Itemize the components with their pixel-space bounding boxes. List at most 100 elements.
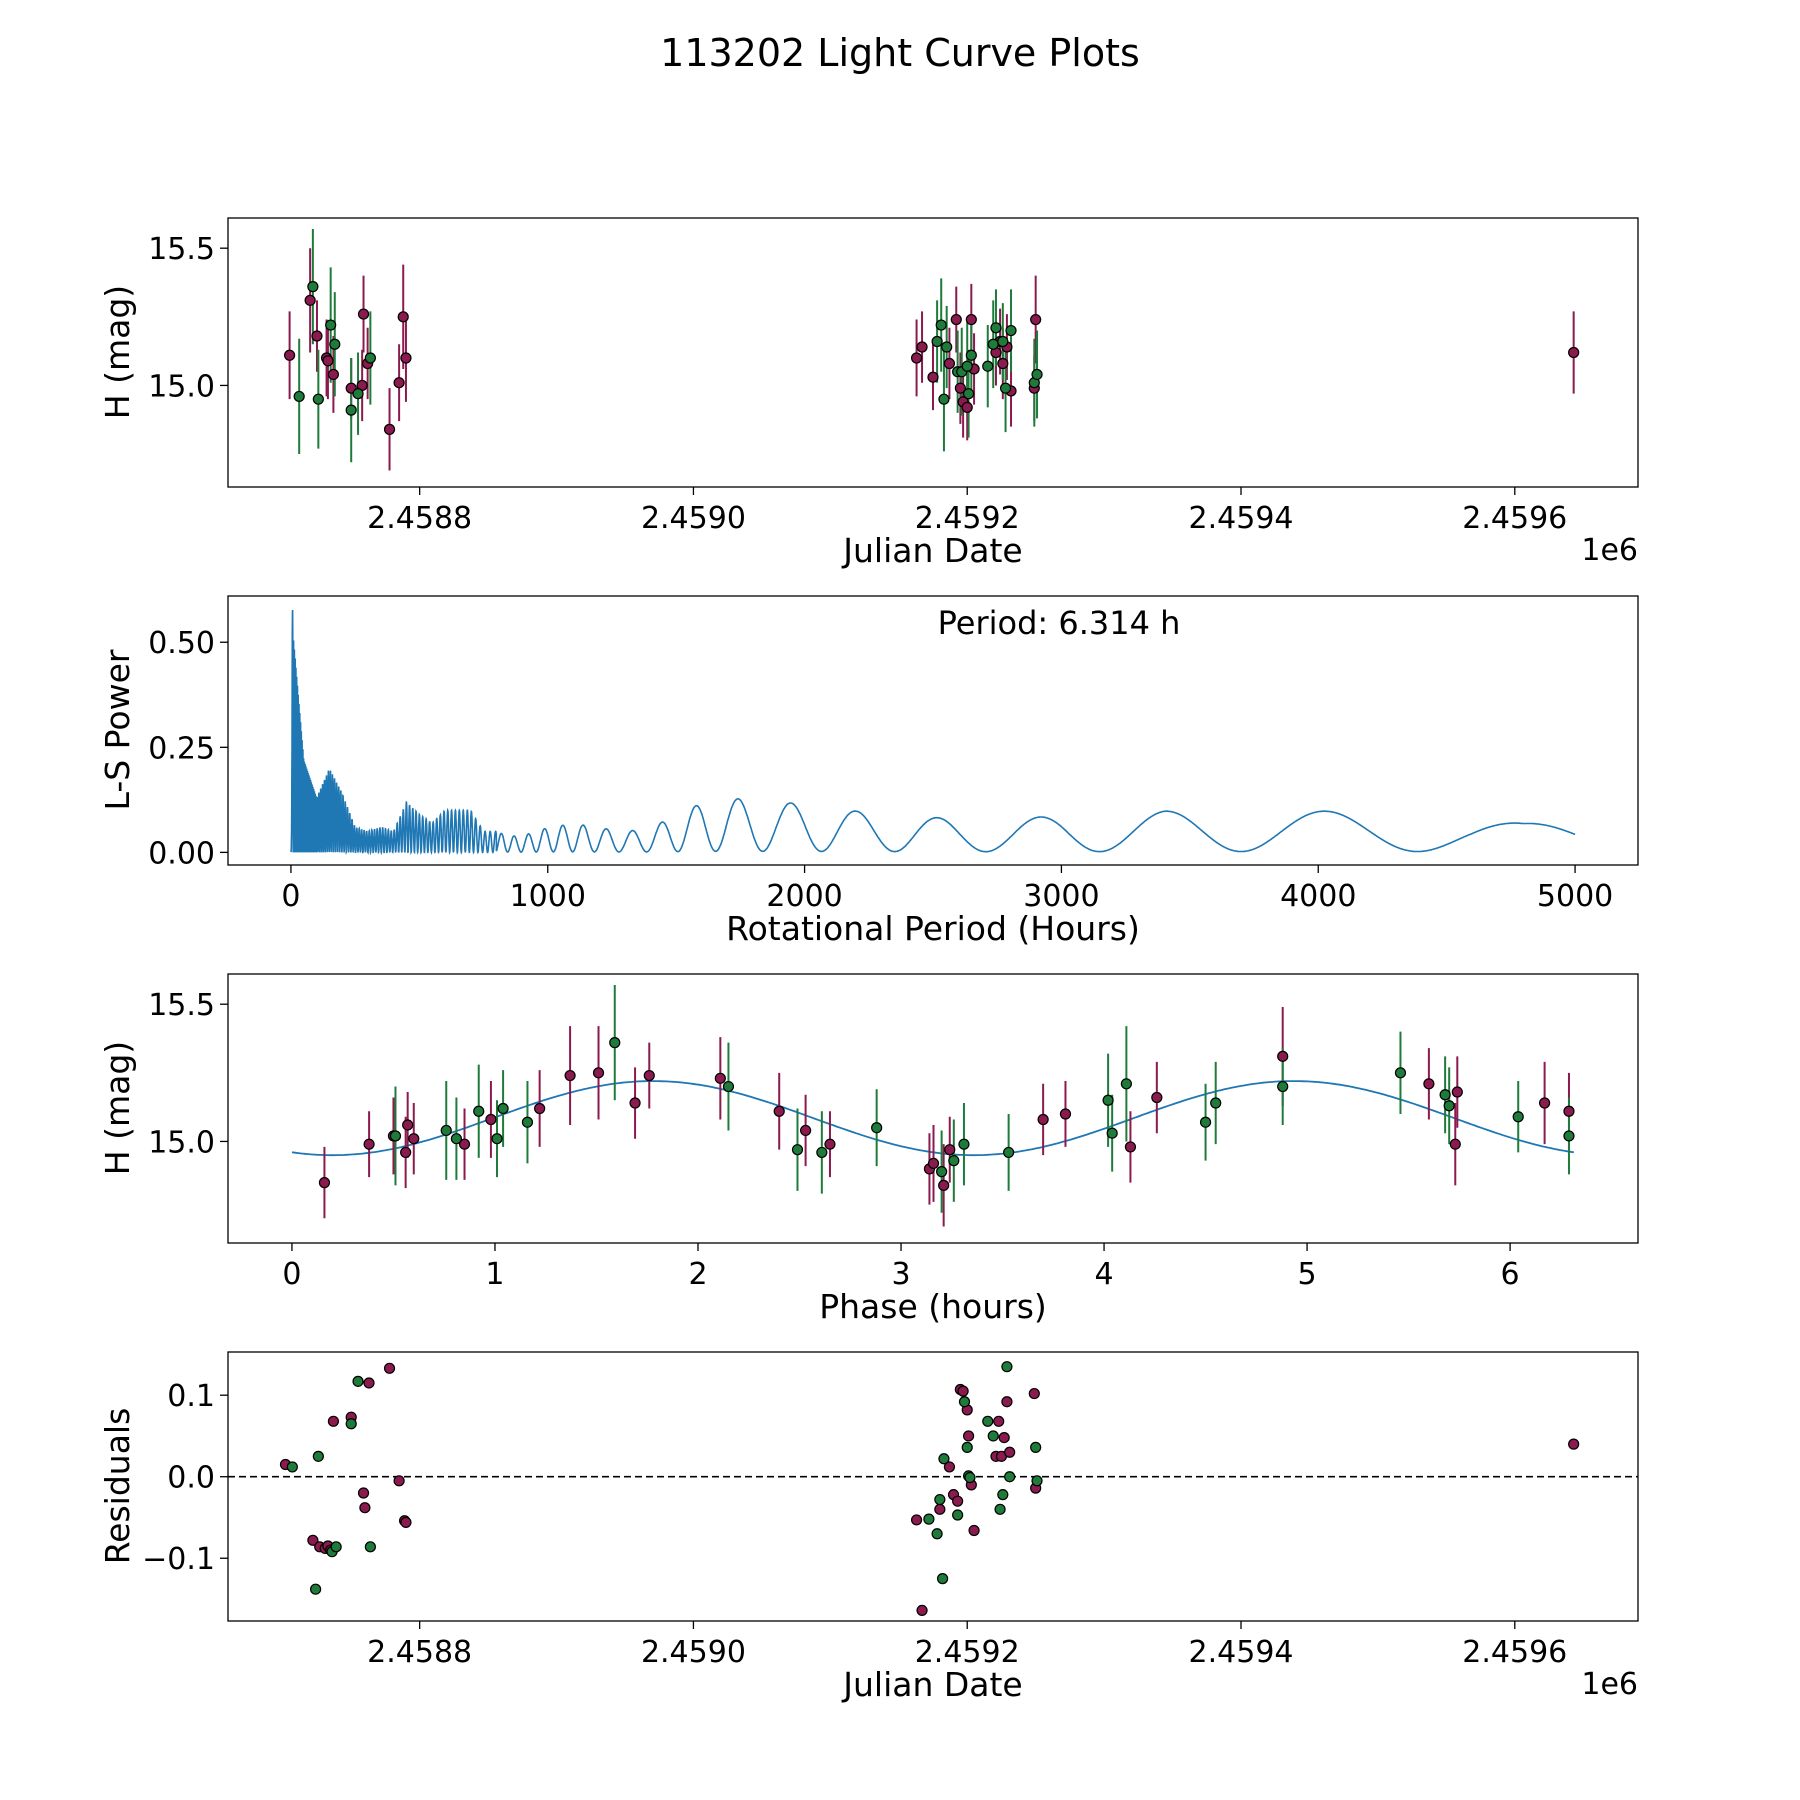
periodogram-marks xyxy=(290,609,1576,856)
light-curve-data-point xyxy=(927,371,939,383)
light-curve-data-point xyxy=(965,349,977,361)
phase-folded-ytick-label: 15.0 xyxy=(148,1125,215,1160)
residuals-offset-label: 1e6 xyxy=(1581,1667,1638,1702)
residuals-data-point xyxy=(916,1604,928,1617)
phase-folded-data-point xyxy=(521,1116,534,1128)
periodogram-xlabel: Rotational Period (Hours) xyxy=(726,909,1140,948)
phase-folded-data-point xyxy=(629,1097,641,1109)
residuals-data-point xyxy=(938,1453,950,1465)
residuals-data-point xyxy=(1001,1396,1013,1408)
light-curve-data-point xyxy=(997,335,1009,348)
residuals-data-point xyxy=(957,1385,969,1397)
light-curve-xlabel: Julian Date xyxy=(841,531,1023,570)
phase-folded-xtick-label: 4 xyxy=(1095,1257,1114,1292)
residuals-data-point xyxy=(931,1528,943,1540)
light-curve-data-point xyxy=(352,388,364,400)
light-curve-data-point xyxy=(965,313,977,326)
light-curve-xtick-label: 2.4596 xyxy=(1462,501,1567,536)
phase-folded-xtick-label: 5 xyxy=(1298,1257,1317,1292)
phase-folded-data-point xyxy=(871,1122,883,1134)
light-curve-data-point xyxy=(961,401,973,413)
residuals-data-point xyxy=(958,1396,971,1408)
residuals-data-point xyxy=(943,1461,956,1473)
phase-folded-data-point xyxy=(609,1037,621,1049)
phase-folded-data-point xyxy=(1059,1108,1072,1120)
phase-folded-data-point xyxy=(408,1133,420,1145)
light-curve-yticks: 15.0 15.5 xyxy=(148,232,228,404)
light-curve-data-point xyxy=(935,319,947,331)
light-curve-xtick-label: 2.4590 xyxy=(641,501,746,536)
panel-residuals: 2.4588 2.4590 2.4592 2.4594 2.4596 −0.1 0.0 0.… xyxy=(98,1351,1639,1704)
light-curve-data-point xyxy=(982,360,994,372)
phase-folded-marks xyxy=(291,984,1575,1227)
residuals-data-point xyxy=(952,1509,964,1521)
residuals-data-point xyxy=(357,1487,370,1499)
phase-folded-data-point xyxy=(927,1157,940,1169)
phase-folded-data-point xyxy=(1277,1080,1289,1093)
residuals-ytick-label: −0.1 xyxy=(142,1542,215,1577)
phase-folded-data-point xyxy=(944,1144,956,1156)
residuals-xtick-label: 2.4596 xyxy=(1462,1635,1567,1670)
light-curve-data-point xyxy=(325,319,337,331)
phase-folded-data-point xyxy=(1277,1050,1289,1062)
phase-folded-data-point xyxy=(800,1124,812,1137)
phase-folded-data-point xyxy=(534,1102,546,1115)
phase-folded-data-point xyxy=(1449,1138,1461,1150)
light-curve-data-point xyxy=(312,393,324,405)
residuals-xtick-label: 2.4588 xyxy=(367,1635,472,1670)
phase-folded-data-point xyxy=(938,1179,950,1191)
phase-folded-data-point xyxy=(1539,1097,1551,1109)
residuals-data-point xyxy=(952,1495,964,1507)
panel-periodogram: 0 1000 2000 3000 4000 5000 0.00 0.25 0.50 Perio… xyxy=(98,595,1639,948)
phase-folded-data-point xyxy=(440,1124,452,1137)
phase-folded-data-point xyxy=(363,1138,375,1150)
light-curve-data-point xyxy=(393,377,405,389)
phase-folded-data-point xyxy=(1037,1113,1049,1126)
residuals-data-point xyxy=(393,1475,405,1487)
phase-folded-data-point xyxy=(1394,1067,1407,1079)
residuals-data-point xyxy=(345,1418,357,1430)
light-curve-data-point xyxy=(910,352,923,364)
light-curve-data-point xyxy=(329,338,341,350)
light-curve-data-point xyxy=(383,423,396,435)
residuals-data-point xyxy=(964,1471,976,1484)
periodogram-xtick-label: 4000 xyxy=(1280,879,1356,914)
phase-folded-data-point xyxy=(773,1105,785,1117)
light-curve-xticks: 2.4588 2.4590 2.4592 2.4594 2.4596 xyxy=(367,487,1567,536)
period-annotation: Period: 6.314 h xyxy=(938,604,1181,642)
phase-folded-data-point xyxy=(1106,1127,1118,1139)
light-curve-data-point xyxy=(400,352,412,364)
phase-folded-data-point xyxy=(400,1146,412,1159)
residuals-data-point xyxy=(1031,1475,1043,1487)
residuals-ytick-label: 0.1 xyxy=(167,1379,215,1414)
light-curve-data-point xyxy=(345,404,357,416)
light-curve-data-point xyxy=(327,368,340,381)
phase-folded-data-point xyxy=(1102,1094,1114,1106)
light-curve-data-point xyxy=(997,357,1009,370)
residuals-data-point xyxy=(962,1430,975,1442)
light-curve-data-point xyxy=(938,393,950,405)
light-curve-data-point xyxy=(990,322,1002,334)
light-curve-data-point xyxy=(1030,313,1042,326)
residuals-data-point xyxy=(910,1514,923,1526)
phase-folded-data-point xyxy=(497,1102,509,1115)
light-curve-data-point xyxy=(1031,368,1043,381)
light-curve-data-point xyxy=(364,352,376,364)
periodogram-xticks: 0 1000 2000 3000 4000 5000 xyxy=(281,865,1613,914)
periodogram-power-line xyxy=(290,609,1576,856)
light-curve-data-point xyxy=(961,360,973,372)
phase-folded-data-point xyxy=(936,1166,948,1178)
phase-folded-data-point xyxy=(791,1144,804,1156)
periodogram-xtick-label: 3000 xyxy=(1023,879,1099,914)
light-curve-data-point xyxy=(284,349,296,361)
light-curve-data-point xyxy=(293,390,305,403)
residuals-data-point xyxy=(359,1502,371,1514)
light-curve-data-point xyxy=(916,341,928,353)
light-curve-xtick-label: 2.4594 xyxy=(1189,501,1294,536)
light-curve-data-point xyxy=(999,382,1012,394)
residuals-data-point xyxy=(286,1461,298,1473)
residuals-xticks: 2.4588 2.4590 2.4592 2.4594 2.4596 xyxy=(367,1621,1567,1670)
phase-folded-data-point xyxy=(564,1069,576,1082)
residuals-data-point xyxy=(1001,1361,1013,1373)
